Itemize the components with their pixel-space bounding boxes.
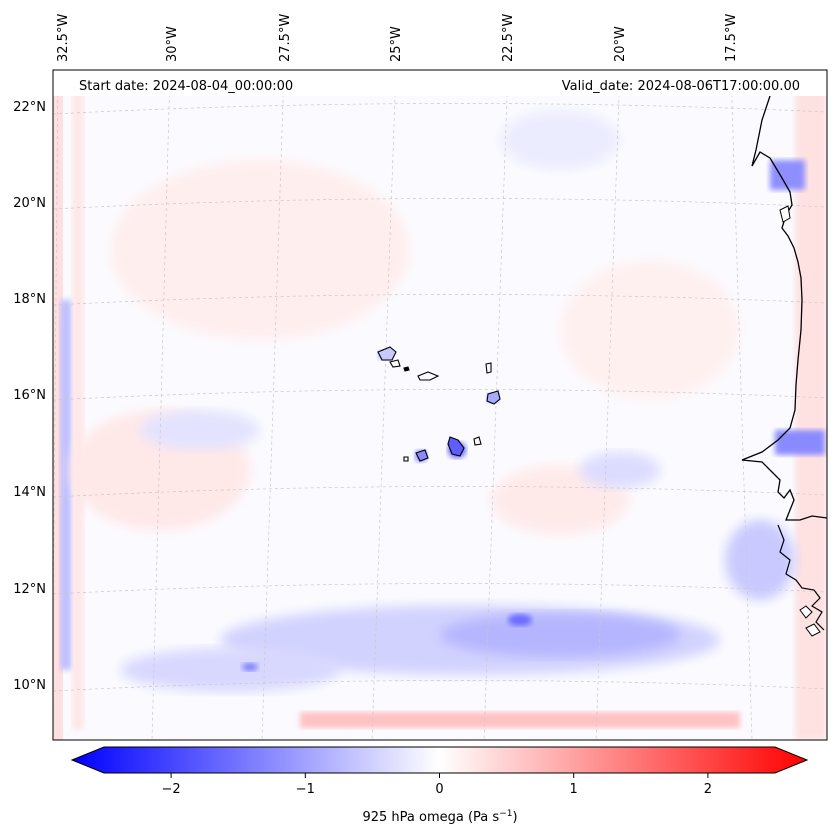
map-frame	[52, 69, 828, 741]
left-edge-red-band	[53, 70, 63, 740]
cape-verde-islands	[377, 346, 501, 462]
longitude-labels: 32.5°W 30°W 27.5°W 25°W 22.5°W 20°W 17.5…	[56, 14, 739, 62]
lat-label-22n: 22°N	[13, 100, 46, 115]
coastline-bay	[779, 205, 791, 223]
red-patch	[110, 160, 410, 340]
coastline-island	[799, 605, 813, 619]
graticule	[53, 70, 827, 740]
meridian	[151, 70, 171, 740]
island-fogo	[415, 449, 429, 462]
colorbar-label: 925 hPa omega (Pa s−1)	[362, 809, 517, 825]
lat-label-20n: 20°N	[13, 196, 46, 211]
lon-label-27-5w: 27.5°W	[278, 14, 293, 62]
coastline-island	[805, 623, 821, 637]
meridian	[483, 70, 509, 740]
blue-core	[242, 663, 258, 671]
colorbar-variable: 925 hPa omega	[362, 810, 463, 825]
meridian	[261, 70, 285, 740]
parallel	[53, 389, 827, 401]
blue-patch	[500, 110, 620, 170]
lon-label-20w: 20°W	[613, 26, 628, 62]
colorbar-tick-label: 0	[435, 782, 443, 797]
blue-band	[120, 648, 340, 692]
parallel	[53, 583, 827, 595]
colorbar-ticks: −2 −1 0 1 2	[162, 773, 712, 797]
parallel	[53, 103, 827, 115]
colorbar-tick-label: −1	[296, 782, 315, 797]
lon-label-22-5w: 22.5°W	[501, 14, 516, 62]
omega-field	[53, 70, 827, 740]
lat-label-14n: 14°N	[13, 485, 46, 500]
bottom-red-band	[300, 712, 740, 728]
colorbar-tick-label: −2	[162, 782, 181, 797]
latitude-labels: 22°N 20°N 18°N 16°N 14°N 12°N 10°N	[13, 100, 46, 693]
coast-blue-strip	[775, 430, 825, 455]
parallel	[53, 294, 827, 306]
lon-label-32-5w: 32.5°W	[56, 14, 71, 62]
island-brava	[403, 456, 409, 462]
left-edge-blue-band	[60, 300, 72, 670]
coastline-africa	[741, 95, 827, 521]
coastline-guinea	[777, 524, 825, 631]
island-santo-antao	[377, 346, 397, 361]
meridian	[730, 70, 753, 740]
lon-label-25w: 25°W	[389, 26, 404, 62]
blue-core	[508, 614, 532, 626]
island-santiago	[447, 436, 465, 457]
colorbar-tick-label: 1	[570, 782, 578, 797]
island-santa-luzia	[403, 366, 410, 372]
colorbar-units: Pa s	[473, 810, 499, 825]
lat-label-10n: 10°N	[13, 678, 46, 693]
colorbar-bar	[70, 746, 809, 774]
blue-patch	[140, 410, 260, 450]
lat-label-18n: 18°N	[13, 292, 46, 307]
parallel	[53, 198, 827, 210]
colorbar-units-exponent: −1	[499, 809, 512, 819]
parallel	[53, 486, 827, 498]
header-background	[53, 70, 827, 96]
start-date-label: Start date: 2024-08-04_00:00:00	[79, 79, 293, 94]
island-maio	[473, 436, 482, 446]
colorbar-tick-label: 2	[704, 782, 712, 797]
valid-date-label: Valid_date: 2024-08-06T17:00:00.00	[562, 79, 800, 94]
colorbar: −2 −1 0 1 2 925 hPa omega (Pa s−1)	[70, 746, 809, 825]
lat-label-16n: 16°N	[13, 388, 46, 403]
island-sao-nicolau	[417, 371, 440, 381]
red-patch	[560, 260, 740, 400]
left-edge-red-band-2	[72, 90, 84, 730]
lon-label-17-5w: 17.5°W	[724, 14, 739, 62]
blue-patch	[580, 452, 660, 488]
coast-blue-patch	[725, 520, 795, 600]
parallel	[53, 680, 827, 692]
lat-label-12n: 12°N	[13, 582, 46, 597]
meridian	[595, 70, 621, 740]
meridian	[371, 70, 397, 740]
coast-blue-strip	[770, 160, 805, 190]
island-boa-vista	[486, 390, 501, 405]
island-sal	[485, 362, 492, 374]
lon-label-30w: 30°W	[165, 26, 180, 62]
map-panel: Start date: 2024-08-04_00:00:00 Valid_da…	[52, 69, 828, 741]
blue-band	[440, 613, 680, 657]
island-sao-vicente	[389, 359, 401, 368]
